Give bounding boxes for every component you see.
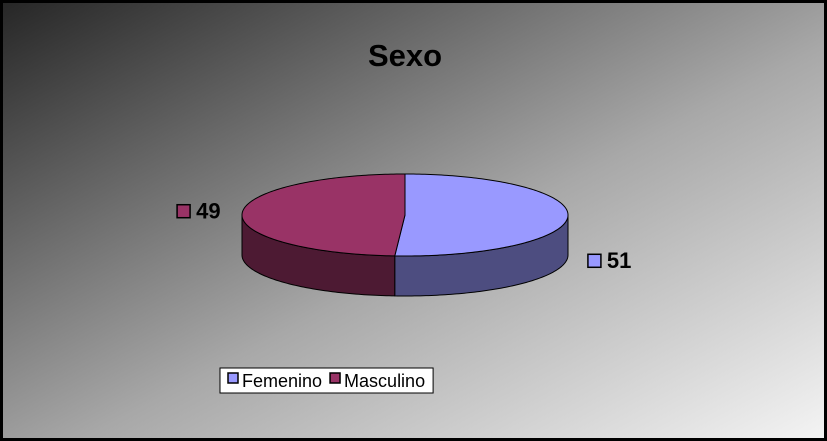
data-label: 51 [607, 248, 631, 273]
legend-key [227, 372, 239, 384]
legend-key [329, 372, 341, 384]
data-label: 49 [196, 199, 220, 224]
chart-title: Sexo [368, 38, 442, 73]
data-label-key [587, 253, 602, 269]
legend-box [219, 367, 434, 394]
legend-label: Femenino [242, 371, 322, 391]
data-label-key [176, 203, 191, 219]
legend: Femenino Masculino [219, 367, 434, 394]
legend-label: Masculino [344, 371, 425, 391]
pie-slice [241, 173, 406, 257]
pie-slice [394, 173, 569, 257]
